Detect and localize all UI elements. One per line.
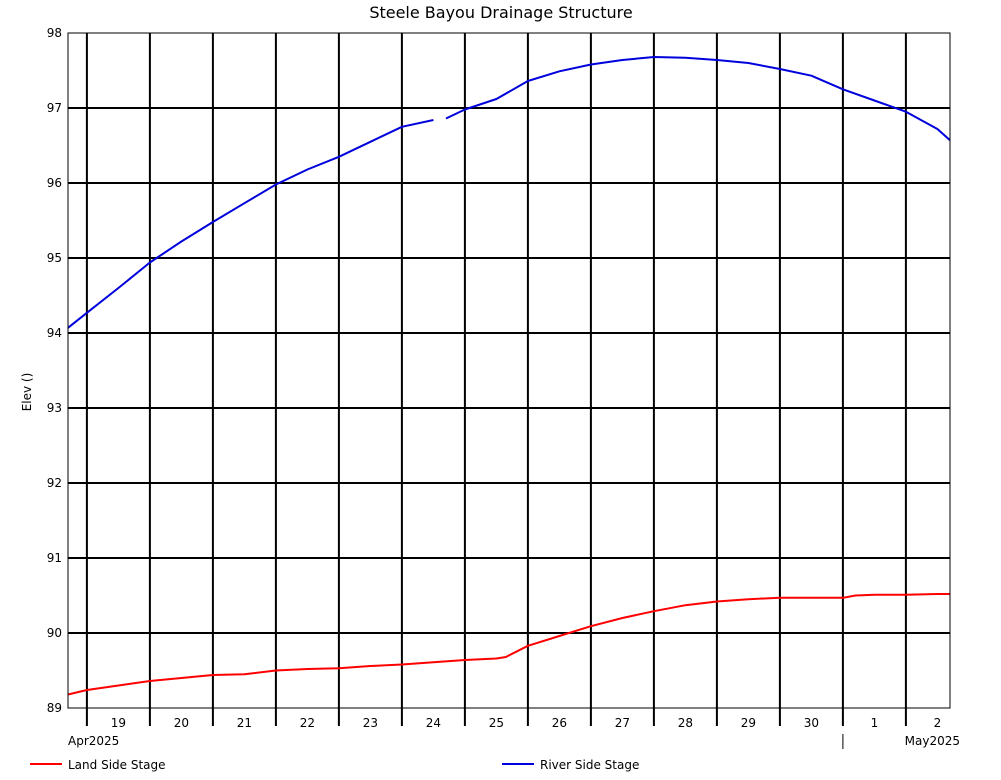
y-tick-label: 97 bbox=[47, 101, 62, 115]
x-tick-label: 29 bbox=[741, 716, 756, 730]
x-tick-label: 26 bbox=[552, 716, 567, 730]
series-layer bbox=[67, 56, 951, 696]
legend-label-river-side-stage: River Side Stage bbox=[540, 758, 639, 772]
x-tick-label: 24 bbox=[426, 716, 441, 730]
x-tick-label: 2 bbox=[934, 716, 942, 730]
y-tick-label: 95 bbox=[47, 251, 62, 265]
x-tick-label: 1 bbox=[871, 716, 879, 730]
x-tick-label: 23 bbox=[363, 716, 378, 730]
x-tick-label: 25 bbox=[489, 716, 504, 730]
x-tick-label: 30 bbox=[804, 716, 819, 730]
y-axis-label: Elev () bbox=[20, 373, 34, 412]
y-tick-label: 96 bbox=[47, 176, 62, 190]
legend-label-land-side-stage: Land Side Stage bbox=[68, 758, 166, 772]
month-label-april: Apr2025 bbox=[68, 734, 119, 748]
y-tick-label: 91 bbox=[47, 551, 62, 565]
x-tick-labels: 19 20 21 22 23 24 25 26 27 28 29 30 1 2 bbox=[111, 716, 941, 730]
y-tick-label: 94 bbox=[47, 326, 62, 340]
x-tick-label: 22 bbox=[300, 716, 315, 730]
series-line-river-side-stage bbox=[67, 56, 951, 329]
x-tick-label: 28 bbox=[678, 716, 693, 730]
x-tick-label: 19 bbox=[111, 716, 126, 730]
x-tick-label: 21 bbox=[237, 716, 252, 730]
y-tick-label: 89 bbox=[47, 701, 62, 715]
y-tick-label: 93 bbox=[47, 401, 62, 415]
y-tick-label: 98 bbox=[47, 26, 62, 40]
grid bbox=[68, 33, 950, 726]
month-label-may: May2025 bbox=[905, 734, 960, 748]
legend: Land Side Stage River Side Stage bbox=[30, 758, 639, 772]
chart-title: Steele Bayou Drainage Structure bbox=[369, 3, 632, 22]
plot-frame bbox=[67, 32, 951, 709]
series-line-land-side-stage bbox=[67, 593, 950, 696]
x-tick-label: 20 bbox=[174, 716, 189, 730]
y-tick-labels: 89 90 91 92 93 94 95 96 97 98 bbox=[47, 26, 62, 715]
x-tick-label: 27 bbox=[615, 716, 630, 730]
y-tick-label: 90 bbox=[47, 626, 62, 640]
y-tick-label: 92 bbox=[47, 476, 62, 490]
